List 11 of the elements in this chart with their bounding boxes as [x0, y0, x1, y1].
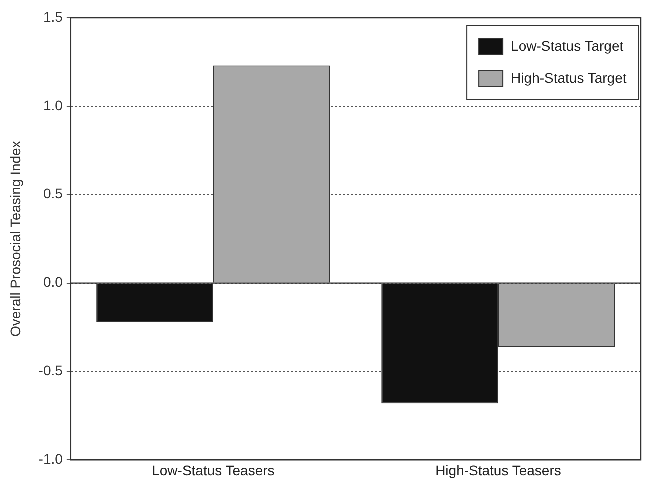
y-tick-label: 0.0 — [43, 274, 64, 290]
legend-label: Low-Status Target — [511, 38, 624, 54]
y-tick-label: 0.5 — [43, 186, 64, 202]
y-tick-label: 1.5 — [43, 8, 64, 25]
y-tick-label: 1.0 — [43, 97, 64, 114]
y-tick-label: -0.5 — [38, 362, 64, 379]
y-tick-label: -1.0 — [38, 451, 64, 468]
x-tick-label: High-Status Teasers — [436, 462, 562, 478]
y-axis-title: Overall Prosocial Teasing Index — [7, 141, 24, 338]
legend-label: High-Status Target — [511, 70, 627, 86]
x-tick-label: Low-Status Teasers — [152, 462, 275, 478]
